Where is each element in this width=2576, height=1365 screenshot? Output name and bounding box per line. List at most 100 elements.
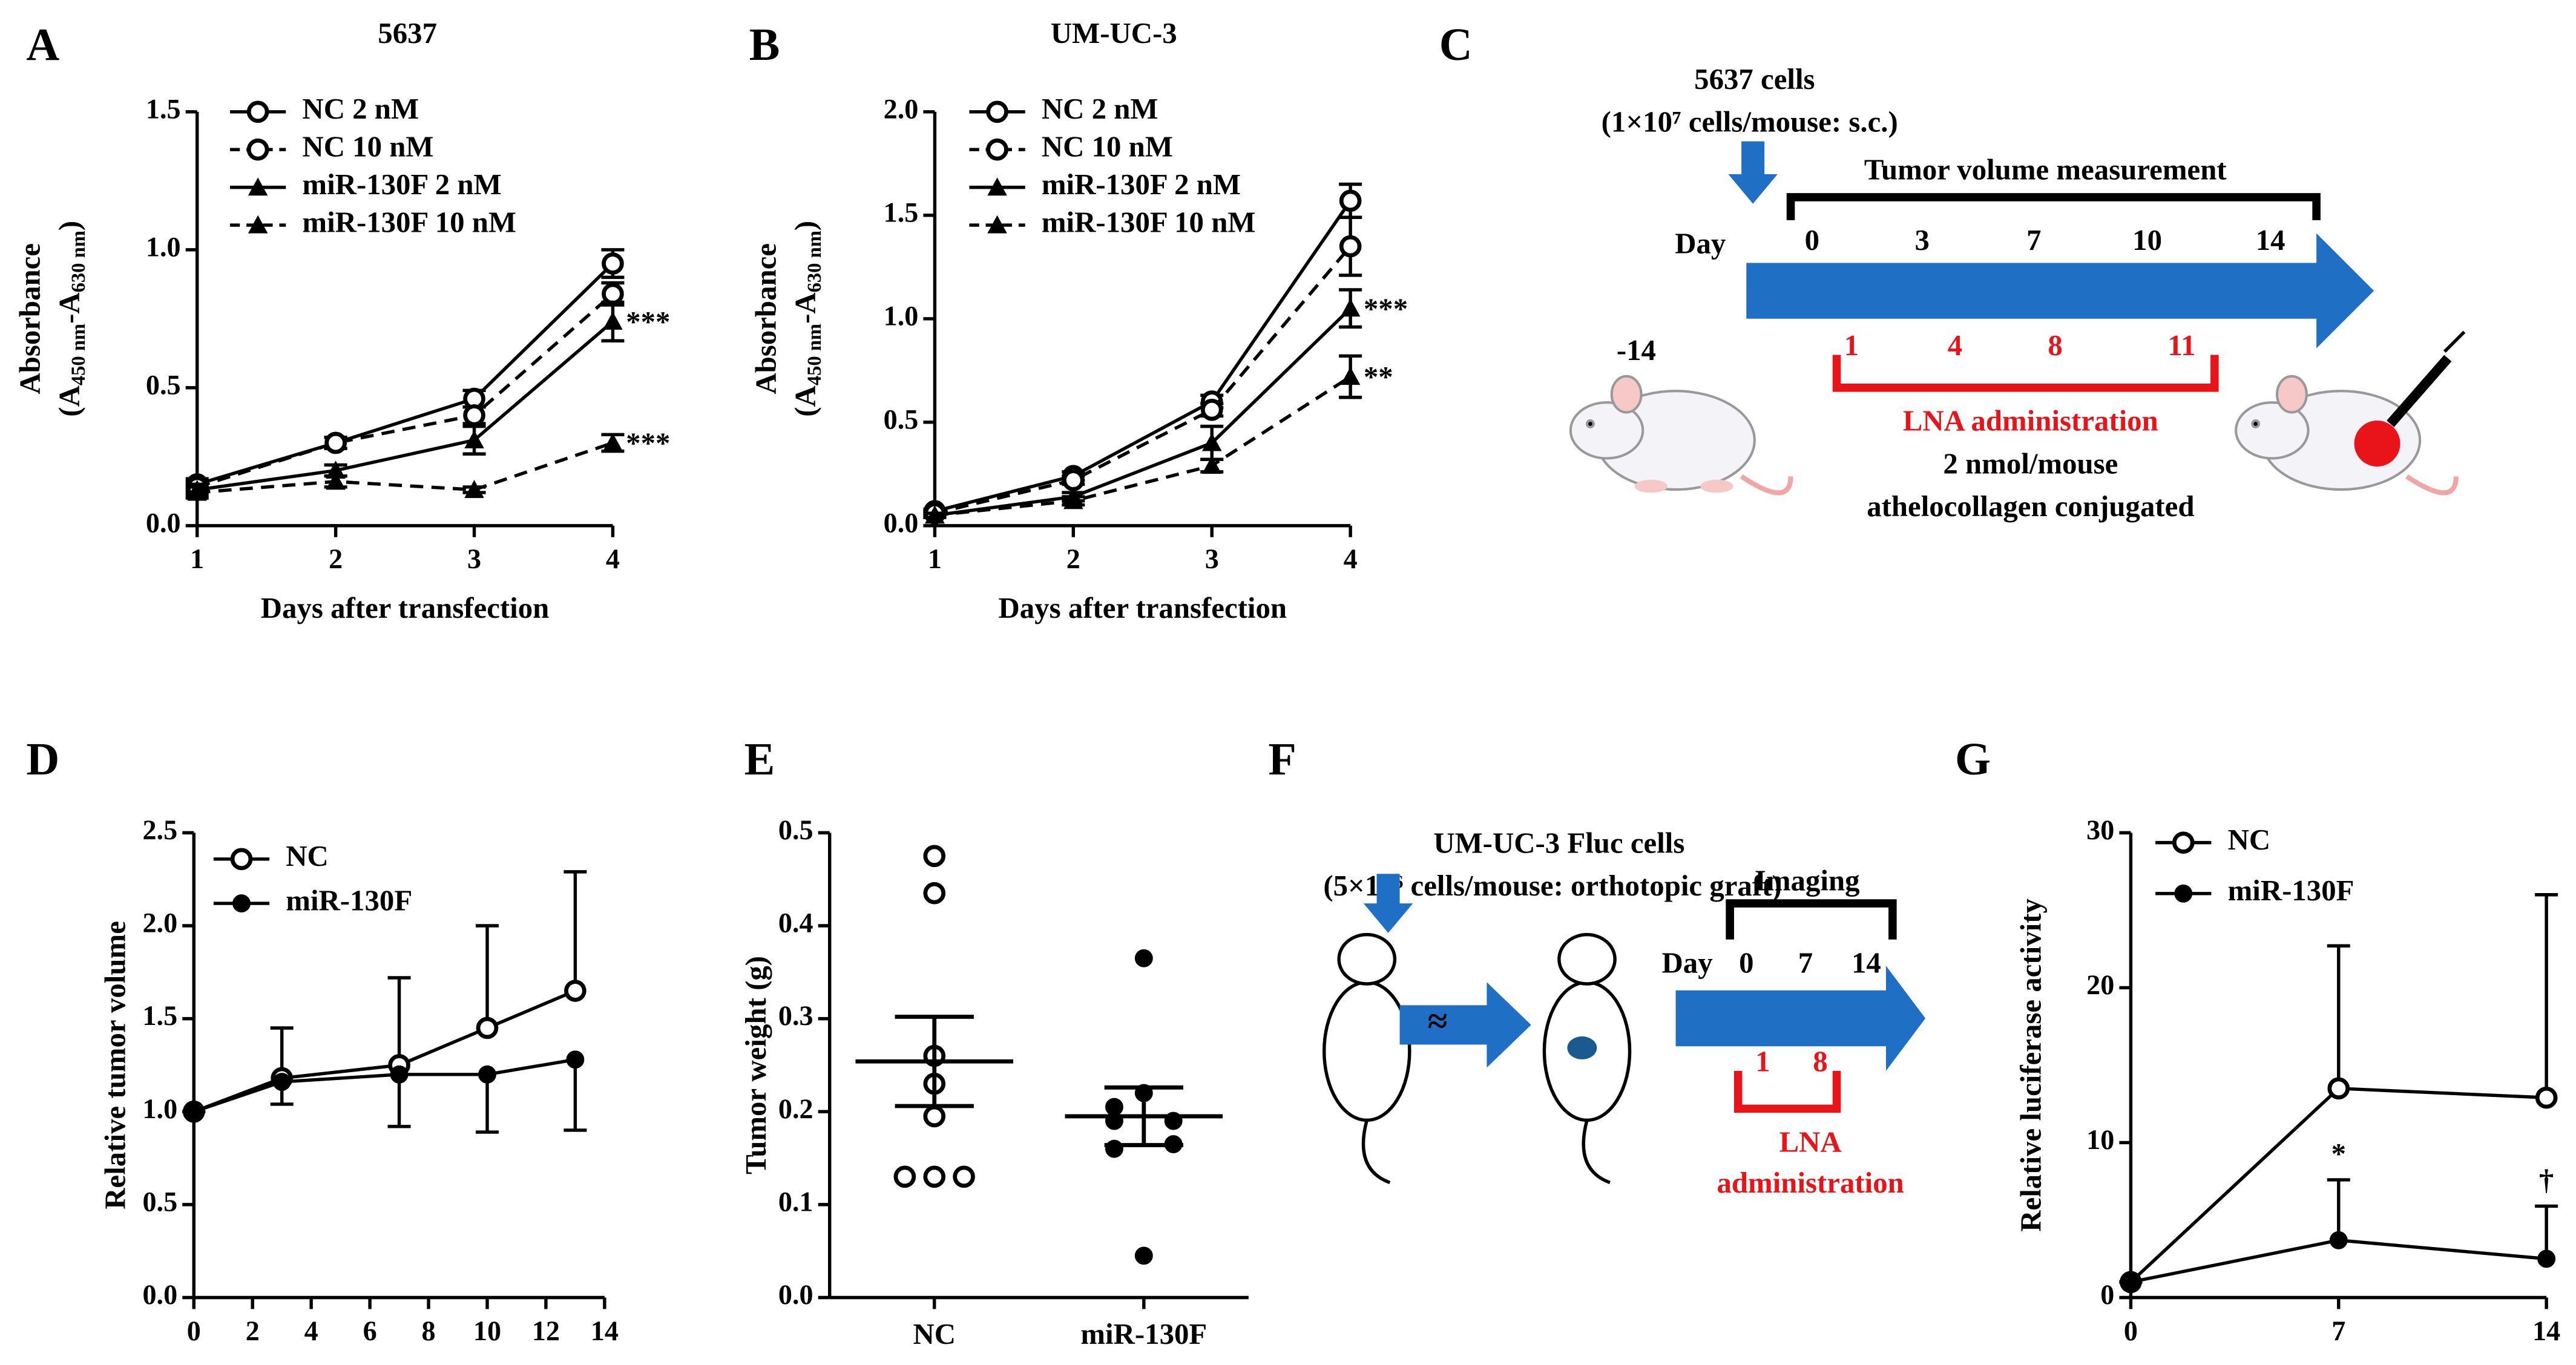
bracket bbox=[1786, 193, 2321, 220]
y-tick-label: 1.0 bbox=[884, 300, 919, 331]
cells-text: UM-UC-3 Fluc cells bbox=[1433, 826, 1684, 859]
x-tick-label: 1 bbox=[928, 543, 942, 574]
marker bbox=[478, 1065, 496, 1084]
lna-day: 4 bbox=[1948, 329, 1962, 362]
marker bbox=[272, 1073, 291, 1092]
y-tick-label: 0.5 bbox=[884, 404, 919, 434]
legend-marker bbox=[986, 100, 1008, 123]
panel-label: D bbox=[26, 734, 59, 785]
day-num: 7 bbox=[2026, 223, 2041, 257]
marker bbox=[1063, 491, 1083, 509]
day-num: 3 bbox=[1915, 223, 1930, 257]
marker bbox=[2535, 1086, 2558, 1109]
arrow bbox=[1399, 982, 1531, 1068]
marker bbox=[923, 845, 946, 868]
marker bbox=[602, 283, 624, 306]
x-tick-label: 4 bbox=[304, 1315, 318, 1346]
diagram-c: C 5637 cells (1×10⁷ cells/mouse: s.c.) T… bbox=[1439, 19, 2466, 523]
legend-marker bbox=[232, 894, 251, 912]
marker bbox=[1339, 189, 1362, 212]
chart-title: UM-UC-3 bbox=[1051, 16, 1177, 50]
series-line bbox=[934, 200, 1352, 513]
y-axis-label: (A450 nm-A630 nm) bbox=[53, 221, 90, 417]
y-axis-label: Absorbance bbox=[749, 243, 782, 394]
marker bbox=[464, 480, 484, 499]
x-tick-label: 8 bbox=[422, 1315, 436, 1346]
squiggle: ≈ bbox=[1428, 1001, 1448, 1041]
legend-marker bbox=[248, 177, 268, 196]
x-axis-label: Day bbox=[374, 1363, 425, 1365]
y-tick-label: 20 bbox=[2086, 969, 2114, 1000]
marker bbox=[326, 460, 346, 479]
panel-label: A bbox=[26, 19, 59, 70]
measure-text: Tumor volume measurement bbox=[1864, 152, 2227, 186]
marker bbox=[326, 471, 346, 490]
marker bbox=[923, 882, 946, 905]
y-tick-label: 1.0 bbox=[146, 231, 181, 262]
day-num: 0 bbox=[1739, 946, 1753, 979]
marker bbox=[476, 1016, 499, 1039]
legend-label: NC bbox=[286, 839, 329, 872]
mouse bbox=[1569, 375, 1793, 496]
x-tick-label: 0 bbox=[2124, 1315, 2138, 1346]
x-tick-label: 12 bbox=[532, 1315, 560, 1346]
marker bbox=[464, 430, 484, 448]
mouse-top bbox=[1542, 932, 1632, 1185]
y-axis-label: Absorbance bbox=[13, 243, 46, 394]
lna-text: LNA administration bbox=[1903, 404, 2158, 437]
label-part: ) bbox=[789, 221, 822, 231]
annotation: ** bbox=[1364, 360, 1393, 393]
legend-label: miR-130F 10 nM bbox=[1042, 205, 1256, 238]
marker bbox=[925, 505, 945, 524]
chart-title: 5637 bbox=[378, 16, 437, 50]
panel-label: B bbox=[749, 19, 780, 70]
y-tick-label: 0.0 bbox=[142, 1279, 177, 1310]
legend-marker bbox=[986, 138, 1008, 161]
lna-day: 1 bbox=[1755, 1044, 1770, 1078]
marker bbox=[1062, 469, 1085, 491]
lna-day: 11 bbox=[2167, 329, 2195, 362]
legend-label: NC bbox=[2228, 823, 2271, 856]
x-tick-label: 14 bbox=[2532, 1315, 2560, 1346]
y-tick-label: 0.3 bbox=[778, 1000, 813, 1031]
red-bracket bbox=[1733, 1070, 1841, 1113]
x-axis-label: Days after transfection bbox=[261, 591, 550, 624]
legend-marker bbox=[2172, 831, 2195, 854]
y-tick-label: 0.5 bbox=[142, 1186, 177, 1217]
annotation: *** bbox=[626, 427, 670, 460]
lna-day: 8 bbox=[1813, 1044, 1827, 1078]
label-part: -A bbox=[789, 292, 822, 324]
y-axis-label: Relative luciferase activity bbox=[2014, 899, 2047, 1232]
marker bbox=[187, 482, 207, 501]
label-part: 450 nm bbox=[804, 324, 826, 385]
error-bar bbox=[387, 976, 411, 1065]
x-tick-label: 1 bbox=[190, 543, 204, 574]
marker bbox=[390, 1065, 409, 1084]
y-axis-label: (A450 nm-A630 nm) bbox=[789, 221, 826, 417]
label-part: 450 nm bbox=[68, 324, 90, 385]
timeline-arrow bbox=[1746, 233, 2374, 349]
legend-label: NC 2 nM bbox=[302, 92, 419, 125]
y-tick-label: 0.5 bbox=[146, 369, 181, 400]
y-axis-label: Relative tumor volume bbox=[99, 921, 132, 1210]
legend-marker bbox=[987, 177, 1007, 196]
label-part: -A bbox=[53, 292, 86, 324]
x-tick-label: 2 bbox=[329, 543, 343, 574]
x-axis-label: Days after first imaging bbox=[2189, 1363, 2488, 1365]
day-num: 14 bbox=[2256, 223, 2285, 257]
label-part: 630 nm bbox=[804, 231, 826, 292]
x-tick-label: NC bbox=[913, 1317, 956, 1350]
panel-label: F bbox=[1268, 734, 1296, 785]
series-line bbox=[935, 375, 1352, 517]
marker bbox=[1340, 298, 1361, 317]
y-tick-label: 0.0 bbox=[778, 1279, 813, 1310]
x-tick-label: 4 bbox=[1344, 543, 1358, 574]
legend-marker bbox=[246, 138, 269, 161]
y-axis-label: Tumor weight (g) bbox=[739, 956, 772, 1174]
start-day: -14 bbox=[1617, 333, 1656, 367]
series-line bbox=[196, 292, 614, 489]
x-tick-label: 14 bbox=[591, 1315, 619, 1346]
x-tick-label: 10 bbox=[473, 1315, 501, 1346]
marker bbox=[2327, 1077, 2350, 1100]
